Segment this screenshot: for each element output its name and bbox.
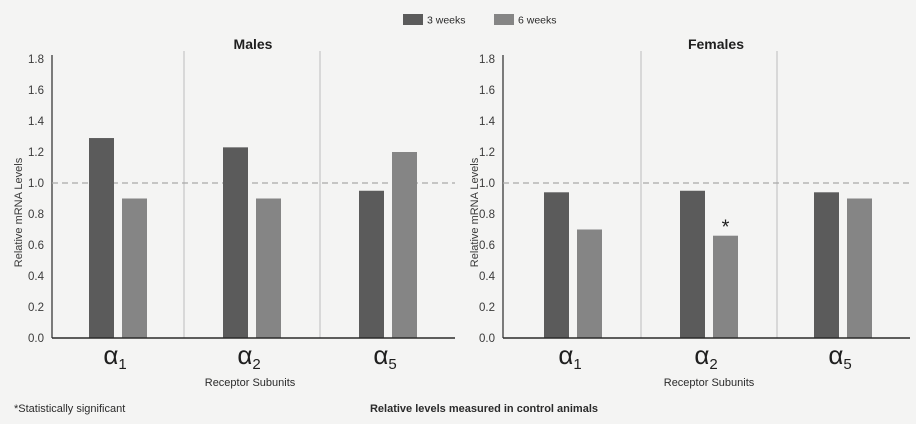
significance-marker: * [722,217,730,239]
y-tick-label: 0.8 [479,209,495,221]
bar-3-weeks [223,147,248,338]
y-tick-label: 0.0 [479,333,495,345]
bar-3-weeks [680,190,705,338]
caption: Relative levels measured in control anim… [370,403,598,415]
x-axis-label: Receptor Subunits [205,377,296,389]
bar-6-weeks [256,198,281,338]
legend-label-1: 3 weeks [427,15,466,27]
legend: 3 weeks 6 weeks [403,14,557,27]
y-axis-label: Relative mRNA Levels [13,157,25,267]
bar-6-weeks [122,198,147,338]
y-tick-label: 0.6 [479,240,495,252]
y-tick-label: 1.0 [479,178,495,190]
bar-3-weeks [359,190,384,338]
legend-label-2: 6 weeks [518,15,557,27]
y-tick-label: 0.4 [28,271,45,283]
chart-panels: Males Relative mRNA Levels 0.0 0.2 0.4 0.6 0.8… [13,36,910,389]
y-tick-label: 0.2 [28,302,44,314]
bar-3-weeks [89,138,114,338]
x-category-label: α1 [103,340,126,373]
legend-swatch-1 [403,14,423,25]
y-tick-label: 1.2 [28,147,44,159]
y-tick-label: 1.4 [28,116,45,128]
y-tick-label: 0.4 [479,271,496,283]
bar-3-weeks [814,192,839,338]
y-axis-label: Relative mRNA Levels [469,157,481,267]
chart-panel-1: Males Relative mRNA Levels 0.0 0.2 0.4 0.6 0.8… [13,36,455,389]
y-tick-label: 1.6 [28,85,44,97]
x-category-label: α5 [373,340,396,373]
y-tick-label: 1.8 [28,54,44,66]
bar-3-weeks [544,192,569,338]
y-tick-label: 0.8 [28,209,44,221]
legend-swatch-2 [494,14,514,25]
y-tick-label: 0.2 [479,302,495,314]
x-axis-label: Receptor Subunits [664,377,755,389]
x-category-label: α2 [694,340,717,373]
x-category-label: α5 [828,340,851,373]
y-tick-label: 1.2 [479,147,495,159]
bar-6-weeks [713,235,738,338]
panel-title: Males [234,36,273,52]
y-tick-label: 0.0 [28,333,44,345]
y-tick-label: 1.0 [28,178,44,190]
bar-6-weeks [392,152,417,338]
x-category-label: α1 [558,340,581,373]
y-tick-label: 0.6 [28,240,44,252]
x-category-label: α2 [237,340,260,373]
footnote: *Statistically significant [14,403,125,415]
bar-6-weeks [577,229,602,338]
y-tick-label: 1.4 [479,116,496,128]
chart-panel-2: Females Relative mRNA Levels 0.0 0.2 0.4 0.6 0… [469,36,910,389]
y-tick-label: 1.8 [479,54,495,66]
panel-title: Females [688,36,744,52]
bar-6-weeks [847,198,872,338]
y-tick-label: 1.6 [479,85,495,97]
